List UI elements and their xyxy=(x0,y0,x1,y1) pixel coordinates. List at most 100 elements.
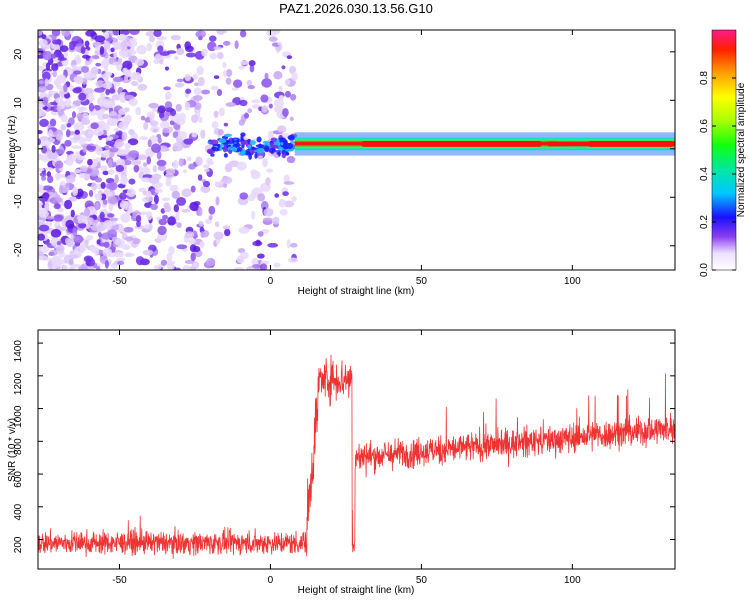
noise-blob xyxy=(78,92,87,101)
noise-blob xyxy=(133,164,140,173)
noise-blob xyxy=(268,36,278,42)
noise-blob xyxy=(148,35,155,43)
noise-blob xyxy=(113,51,118,59)
noise-blob xyxy=(213,231,224,240)
noise-blob xyxy=(215,196,220,206)
noise-blob xyxy=(279,94,284,100)
noise-blob xyxy=(169,120,175,126)
noise-blob xyxy=(179,112,186,122)
noise-blob xyxy=(185,45,194,53)
noise-blob xyxy=(44,201,50,212)
x-tick-label: 100 xyxy=(564,276,581,287)
noise-blob xyxy=(112,220,117,226)
snr-x-ticks: -50 0 50 100 xyxy=(112,330,581,586)
transition-blob xyxy=(223,153,228,158)
noise-blob xyxy=(85,235,94,241)
y-tick-label: 1400 xyxy=(13,340,24,363)
noise-blob xyxy=(41,175,47,181)
noise-blob xyxy=(134,58,145,66)
noise-blob xyxy=(157,165,166,171)
transition-blob xyxy=(270,137,277,142)
noise-blob xyxy=(233,267,244,270)
noise-blob xyxy=(162,127,170,134)
noise-blob xyxy=(231,86,239,91)
noise-blob xyxy=(178,131,188,140)
transition-blob xyxy=(211,146,217,150)
noise-blob xyxy=(105,140,115,146)
noise-blob xyxy=(126,39,138,48)
noise-blob xyxy=(87,217,94,223)
noise-blob xyxy=(158,218,168,226)
noise-blob xyxy=(273,98,285,108)
noise-blob xyxy=(38,210,50,218)
noise-blob xyxy=(130,160,142,166)
transition-blob xyxy=(277,151,281,157)
noise-blob xyxy=(117,149,128,156)
colorbar-tick-label: 0.6 xyxy=(699,119,710,133)
noise-blob xyxy=(149,113,154,123)
noise-blob xyxy=(99,108,106,113)
spectrogram-panel: -50 0 50 100 -20 -10 0 10 20 Height of straight… xyxy=(7,29,676,297)
noise-blob xyxy=(157,45,164,53)
noise-blob xyxy=(130,81,139,87)
noise-blob xyxy=(80,66,90,73)
noise-blob xyxy=(244,112,249,119)
noise-blob xyxy=(165,107,174,113)
noise-blob xyxy=(71,104,76,109)
y-tick-label: 1000 xyxy=(13,405,24,428)
noise-blob xyxy=(217,129,224,136)
snr-y-ticks: 200 400 600 800 1000 1200 1400 xyxy=(13,340,675,553)
transition-blob xyxy=(263,145,270,152)
noise-blob xyxy=(68,196,77,202)
noise-blob xyxy=(289,242,298,248)
colorbar-label: Normalized spectral amplitude xyxy=(736,82,747,217)
chart-title: PAZ1.2026.030.13.56.G10 xyxy=(279,1,433,16)
noise-blob xyxy=(111,94,121,101)
noise-blob xyxy=(173,159,179,170)
noise-blob xyxy=(103,40,111,50)
transition-blob xyxy=(254,153,258,159)
noise-blob xyxy=(189,201,199,211)
noise-blob xyxy=(173,204,180,213)
noise-blob xyxy=(284,78,291,86)
noise-blob xyxy=(109,181,118,191)
noise-blob xyxy=(46,102,52,108)
noise-blob xyxy=(135,214,142,223)
noise-blob xyxy=(178,157,184,167)
noise-blob xyxy=(250,169,258,175)
noise-blob xyxy=(291,196,297,202)
noise-blob xyxy=(124,107,130,113)
noise-blob xyxy=(88,102,95,112)
noise-blob xyxy=(156,134,162,139)
x-tick-label: 100 xyxy=(564,575,581,586)
noise-blob xyxy=(74,129,81,135)
noise-blob xyxy=(56,241,62,246)
noise-blob xyxy=(73,70,82,75)
noise-blob xyxy=(239,192,249,200)
noise-blob xyxy=(38,65,45,71)
noise-blob xyxy=(38,103,43,110)
noise-blob xyxy=(202,180,211,188)
noise-blob xyxy=(118,224,125,233)
noise-blob xyxy=(197,207,203,217)
noise-blob xyxy=(38,80,44,85)
transition-blob xyxy=(269,142,274,146)
noise-blob xyxy=(137,83,148,91)
noise-blob xyxy=(54,160,64,169)
signal-peak xyxy=(587,141,675,147)
noise-blob xyxy=(46,215,55,220)
transition-blob xyxy=(234,143,241,148)
noise-blob xyxy=(117,113,122,120)
transition-blob xyxy=(224,133,233,137)
noise-blob xyxy=(249,64,255,73)
noise-blob xyxy=(273,262,281,268)
noise-blob xyxy=(190,185,196,193)
noise-blob xyxy=(145,31,156,37)
noise-blob xyxy=(38,255,49,261)
transition-blob xyxy=(240,134,244,142)
noise-blob xyxy=(289,116,294,121)
noise-blob xyxy=(278,198,287,208)
noise-blob xyxy=(39,118,49,128)
noise-blob xyxy=(251,99,261,104)
